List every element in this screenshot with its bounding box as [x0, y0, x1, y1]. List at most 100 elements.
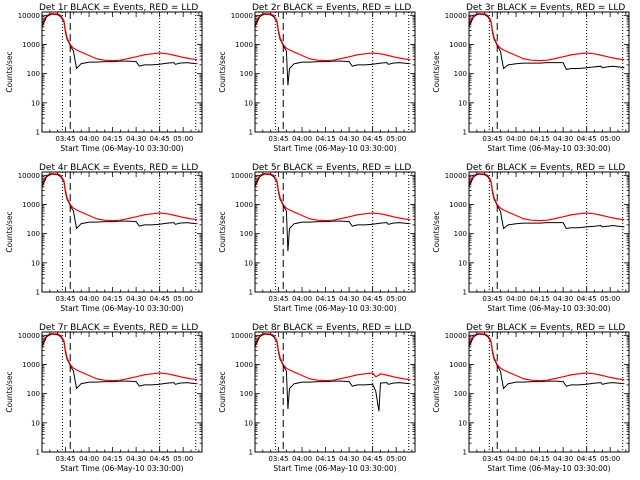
x-tick-label: 04:30 [339, 455, 359, 463]
lld-series-line [255, 332, 411, 382]
x-tick-label: 04:30 [339, 135, 359, 143]
x-tick-label: 05:00 [173, 135, 193, 143]
x-tick-label: 04:00 [79, 295, 99, 303]
x-tick-label: 04:00 [506, 295, 526, 303]
x-tick-label: 04:45 [363, 455, 383, 463]
x-tick-label: 04:45 [363, 135, 383, 143]
x-tick-label: 05:00 [173, 455, 193, 463]
x-tick-label: 04:00 [292, 135, 312, 143]
x-tick-label: 05:00 [600, 135, 620, 143]
x-tick-label: 04:00 [292, 455, 312, 463]
plot-frame [468, 171, 630, 293]
lld-series-line [469, 12, 625, 62]
y-tick-label: 10 [244, 99, 253, 107]
y-tick-label: 100 [454, 230, 467, 238]
lld-series-line [42, 12, 198, 62]
panel-title: Det 5r BLACK = Events, RED = LLD [252, 163, 411, 173]
x-tick-label: 04:30 [553, 135, 573, 143]
x-axis-label: Start Time (06-May-10 03:30:00) [60, 144, 183, 153]
y-tick-label: 1 [249, 129, 253, 137]
x-axis-label: Start Time (06-May-10 03:30:00) [487, 144, 610, 153]
y-tick-label: 1000 [449, 201, 467, 209]
x-tick-label: 05:00 [386, 455, 406, 463]
y-axis-label: Counts/sec [5, 371, 14, 412]
x-tick-label: 04:00 [506, 135, 526, 143]
x-tick-label: 03:45 [268, 295, 288, 303]
panel-det-1: Det 1r BLACK = Events, RED = LLD 1 10 100 10… [5, 3, 203, 153]
y-tick-label: 100 [454, 70, 467, 78]
x-tick-label: 05:00 [173, 295, 193, 303]
x-tick-label: 04:45 [363, 295, 383, 303]
x-tick-label: 04:30 [553, 295, 573, 303]
x-axis-label: Start Time (06-May-10 03:30:00) [487, 304, 610, 313]
lld-series-line [469, 332, 625, 382]
panel-det-6: Det 6r BLACK = Events, RED = LLD 1 10 100 10… [432, 163, 630, 313]
y-tick-label: 1 [463, 129, 467, 137]
x-tick-label: 03:45 [55, 295, 75, 303]
y-tick-label: 10 [458, 259, 467, 267]
lld-series-line [255, 172, 411, 222]
y-tick-label: 10 [458, 99, 467, 107]
panel-det-2: Det 2r BLACK = Events, RED = LLD 1 10 100 10… [218, 3, 416, 153]
y-tick-label: 1 [463, 289, 467, 297]
y-tick-label: 1000 [449, 361, 467, 369]
y-tick-label: 1000 [235, 361, 253, 369]
y-tick-label: 10 [31, 259, 40, 267]
x-tick-label: 04:00 [79, 455, 99, 463]
panel-det-7: Det 7r BLACK = Events, RED = LLD 1 10 100 10… [5, 323, 203, 473]
x-tick-label: 05:00 [600, 455, 620, 463]
x-axis-label: Start Time (06-May-10 03:30:00) [60, 304, 183, 313]
x-tick-label: 04:15 [315, 135, 335, 143]
x-tick-label: 04:45 [577, 135, 597, 143]
x-tick-label: 04:30 [339, 295, 359, 303]
x-tick-label: 04:30 [126, 135, 146, 143]
x-tick-label: 03:45 [268, 135, 288, 143]
y-tick-label: 1000 [22, 201, 40, 209]
plot-frame [468, 331, 630, 453]
panel-det-9: Det 9r BLACK = Events, RED = LLD 1 10 100 10… [432, 323, 630, 473]
panel-title: Det 8r BLACK = Events, RED = LLD [252, 323, 411, 333]
panel-title: Det 7r BLACK = Events, RED = LLD [39, 323, 198, 333]
plot-frame [41, 11, 203, 133]
x-tick-label: 05:00 [386, 135, 406, 143]
x-tick-label: 04:30 [126, 295, 146, 303]
y-tick-label: 1000 [235, 201, 253, 209]
x-tick-label: 04:15 [529, 135, 549, 143]
x-tick-label: 04:45 [577, 455, 597, 463]
y-axis-label: Counts/sec [432, 51, 441, 92]
x-tick-label: 03:45 [482, 455, 502, 463]
panel-title: Det 9r BLACK = Events, RED = LLD [466, 323, 625, 333]
plot-frame [468, 11, 630, 133]
y-tick-label: 100 [454, 390, 467, 398]
x-tick-label: 04:15 [315, 455, 335, 463]
y-tick-label: 100 [27, 230, 40, 238]
plot-frame [254, 171, 416, 293]
y-axis-label: Counts/sec [432, 371, 441, 412]
x-tick-label: 04:45 [150, 455, 170, 463]
x-tick-label: 04:30 [126, 455, 146, 463]
y-tick-label: 1000 [22, 41, 40, 49]
y-tick-label: 10 [244, 419, 253, 427]
panel-title: Det 1r BLACK = Events, RED = LLD [39, 3, 198, 13]
y-tick-label: 1 [36, 129, 40, 137]
y-tick-label: 1 [249, 449, 253, 457]
y-tick-label: 10 [458, 419, 467, 427]
panel-det-3: Det 3r BLACK = Events, RED = LLD 1 10 100 10… [432, 3, 630, 153]
y-tick-label: 10000 [18, 172, 40, 180]
y-tick-label: 10000 [445, 12, 467, 20]
x-tick-label: 03:45 [55, 135, 75, 143]
x-tick-label: 04:00 [506, 455, 526, 463]
x-tick-label: 04:15 [529, 295, 549, 303]
x-tick-label: 04:45 [150, 135, 170, 143]
x-tick-label: 04:15 [102, 295, 122, 303]
y-tick-label: 100 [27, 70, 40, 78]
y-tick-label: 1 [249, 289, 253, 297]
lld-series-line [42, 332, 198, 382]
y-axis-label: Counts/sec [218, 211, 227, 252]
y-tick-label: 10 [31, 419, 40, 427]
x-tick-label: 04:45 [150, 295, 170, 303]
plot-frame [41, 331, 203, 453]
y-tick-label: 10 [244, 259, 253, 267]
y-tick-label: 1000 [235, 41, 253, 49]
